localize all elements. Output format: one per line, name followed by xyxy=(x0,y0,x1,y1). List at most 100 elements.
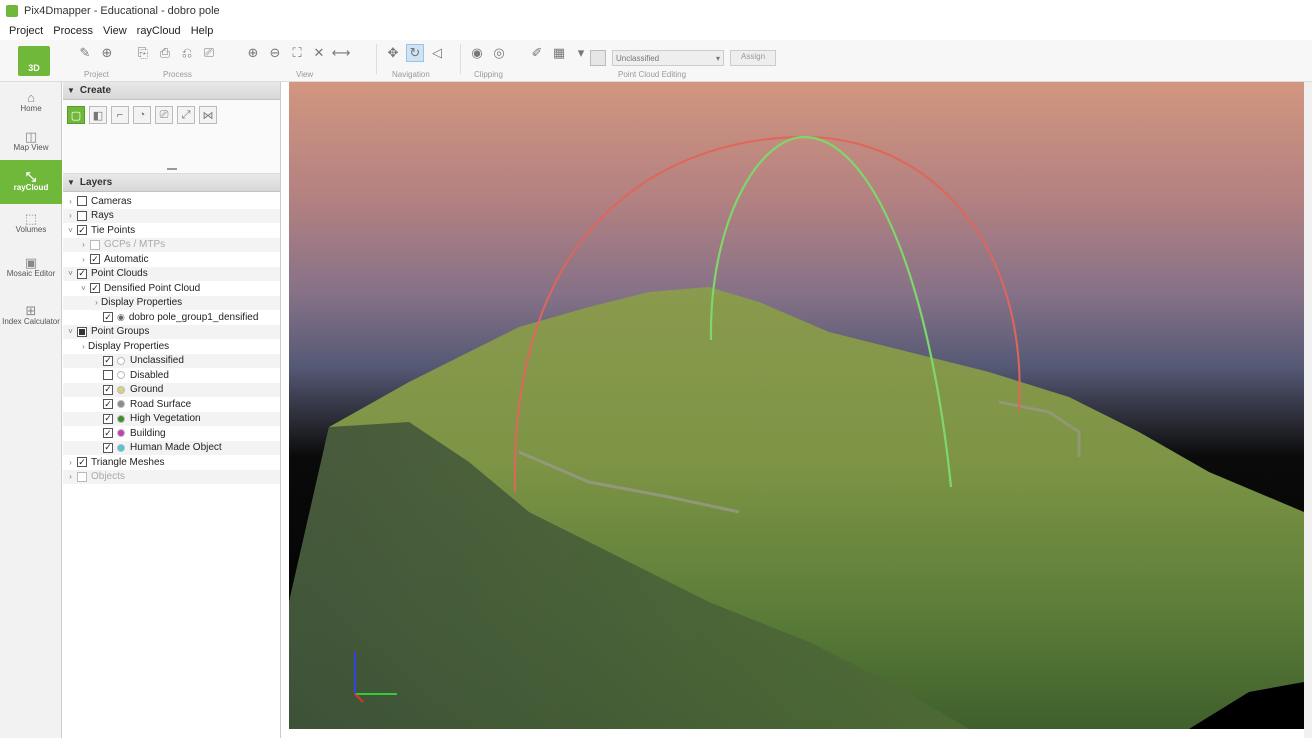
layer-checkbox[interactable]: ✓ xyxy=(103,442,113,453)
layer-checkbox[interactable]: ✓ xyxy=(77,268,87,279)
new-measure-icon[interactable]: ⤢ xyxy=(177,106,195,124)
process-step2-icon[interactable]: ⎙ xyxy=(159,45,171,60)
nav-home[interactable]: ⌂ Home xyxy=(0,82,62,124)
menu-process[interactable]: Process xyxy=(53,25,93,37)
layer-row[interactable]: › Display Properties xyxy=(63,339,280,354)
menu-help[interactable]: Help xyxy=(190,25,214,37)
layer-checkbox[interactable] xyxy=(77,210,87,221)
layer-row[interactable]: ✓ Building xyxy=(63,426,280,441)
chevron-right-icon[interactable]: › xyxy=(82,240,85,250)
edit-brush-icon[interactable]: ✐ xyxy=(531,45,543,60)
layer-row[interactable]: ✓ Unclassified xyxy=(63,353,280,368)
new-scale-icon[interactable]: ⋈ xyxy=(199,106,217,124)
edit-select-icon[interactable]: ▦ xyxy=(552,45,566,60)
layer-checkbox[interactable]: ✓ xyxy=(90,282,100,294)
zoom-extents-icon[interactable]: ⛶ xyxy=(292,45,302,60)
nav-volumes[interactable]: ⬚ Volumes xyxy=(0,204,62,244)
menu-raycloud[interactable]: rayCloud xyxy=(136,25,181,37)
layer-row[interactable]: ˅ ✓ Point Clouds xyxy=(63,266,280,281)
create-panel: ▢ ◧ ⌐ ◔ ⎚ ⤢ ⋈ xyxy=(63,100,280,174)
new-volume-icon[interactable]: ◔ xyxy=(133,106,151,124)
chevron-right-icon[interactable]: › xyxy=(82,341,85,351)
new-polyline-icon[interactable]: ⌐ xyxy=(111,106,129,124)
new-object-icon[interactable]: ▢ xyxy=(67,106,85,124)
layer-row[interactable]: › Cameras xyxy=(63,194,280,209)
layer-row[interactable]: Disabled xyxy=(63,368,280,383)
layer-checkbox[interactable]: ✓ xyxy=(103,398,113,410)
layer-row[interactable]: › Objects xyxy=(63,469,280,484)
layer-checkbox[interactable] xyxy=(103,370,113,381)
chevron-right-icon[interactable]: › xyxy=(82,254,85,264)
process-step1-icon[interactable]: ⎘ xyxy=(137,45,149,60)
layer-row[interactable]: ✓ Ground xyxy=(63,382,280,397)
align-view-icon[interactable]: ⟷ xyxy=(331,45,351,60)
layer-row[interactable]: ˅ ✓ Tie Points xyxy=(63,223,280,238)
expand-down-icon[interactable]: ˅ xyxy=(68,327,73,337)
layer-checkbox[interactable]: ✓ xyxy=(103,427,113,439)
process-options-icon[interactable]: ⎚ xyxy=(203,45,215,60)
new-flythrough-icon[interactable]: ⎚ xyxy=(155,106,173,124)
layer-checkbox[interactable] xyxy=(90,239,100,250)
layer-checkbox[interactable]: ✓ xyxy=(77,456,87,468)
assign-button[interactable]: Assign xyxy=(730,50,777,66)
app-logo-icon xyxy=(6,5,18,17)
visibility-eye-icon[interactable]: ◉ xyxy=(117,311,125,322)
layer-checkbox[interactable] xyxy=(77,471,87,482)
expand-down-icon[interactable]: ˅ xyxy=(68,269,73,279)
layer-checkbox[interactable]: ✓ xyxy=(103,355,113,366)
layer-row[interactable]: › Rays xyxy=(63,208,280,223)
create-panel-header[interactable]: ▼ Create xyxy=(63,82,280,100)
layer-row[interactable]: › ✓ Automatic xyxy=(63,252,280,267)
class-select[interactable]: Unclassified ▾ xyxy=(612,50,724,66)
layer-checkbox[interactable] xyxy=(77,326,87,337)
first-person-nav-icon[interactable]: ◁ xyxy=(432,45,442,60)
project-properties-icon[interactable]: ✎ xyxy=(79,45,91,60)
clipping-toggle-icon[interactable]: ◎ xyxy=(493,45,505,60)
view-tools: ⊕ ⊖ ⛶ ✕ ⟷ xyxy=(244,44,351,62)
zoom-in-icon[interactable]: ⊕ xyxy=(247,45,259,60)
layers-panel-header[interactable]: ▼ Layers xyxy=(63,174,280,192)
chevron-right-icon[interactable]: › xyxy=(69,472,72,482)
chevron-right-icon[interactable]: › xyxy=(69,196,72,206)
nav-mosaic-editor[interactable]: ▣ Mosaic Editor xyxy=(0,244,62,292)
layer-row[interactable]: ✓ Human Made Object xyxy=(63,440,280,455)
process-step3-icon[interactable]: ⎌ xyxy=(181,45,193,60)
layer-checkbox[interactable]: ✓ xyxy=(103,311,113,323)
layer-row[interactable]: › Display Properties xyxy=(63,295,280,310)
trackball-nav-icon[interactable]: ✥ xyxy=(387,45,399,60)
expand-down-icon[interactable]: ˅ xyxy=(81,283,86,293)
layer-row[interactable]: › ✓ Triangle Meshes xyxy=(63,455,280,470)
layer-checkbox[interactable]: ✓ xyxy=(77,224,87,236)
gcp-manager-icon[interactable]: ⊕ xyxy=(101,45,113,60)
layer-checkbox[interactable]: ✓ xyxy=(103,384,113,395)
layer-checkbox[interactable]: ✓ xyxy=(103,413,113,424)
orbit-nav-icon[interactable]: ↻ xyxy=(406,44,424,62)
layer-row[interactable]: ˅ ✓ Densified Point Cloud xyxy=(63,281,280,296)
expand-down-icon[interactable]: ˅ xyxy=(68,225,73,235)
vertical-scrollbar[interactable] xyxy=(1304,82,1312,738)
layer-row[interactable]: ˅ Point Groups xyxy=(63,324,280,339)
chevron-right-icon[interactable]: › xyxy=(69,211,72,221)
nav-map-view[interactable]: ◫ Map View xyxy=(0,124,62,160)
layer-row[interactable]: ✓ ◉ dobro pole_group1_densified xyxy=(63,310,280,325)
3d-viewport[interactable] xyxy=(289,82,1304,729)
layer-checkbox[interactable] xyxy=(77,196,87,207)
chevron-right-icon[interactable]: › xyxy=(69,457,72,467)
clipping-box-icon[interactable]: ◉ xyxy=(471,45,483,60)
chevron-down-icon[interactable]: ▾ xyxy=(577,45,585,60)
3d-view-button[interactable]: 3D xyxy=(18,46,50,76)
menu-project[interactable]: Project xyxy=(9,25,44,37)
nav-index-calculator[interactable]: ⊞ Index Calculator xyxy=(0,292,62,340)
zoom-out-icon[interactable]: ⊖ xyxy=(269,45,281,60)
nav-raycloud[interactable]: ⤡ rayCloud xyxy=(0,160,62,204)
class-color-swatch[interactable] xyxy=(590,50,606,66)
layer-row[interactable]: ✓ High Vegetation xyxy=(63,411,280,426)
layer-checkbox[interactable]: ✓ xyxy=(90,253,100,265)
layer-row[interactable]: › GCPs / MTPs xyxy=(63,237,280,252)
panel-splitter[interactable] xyxy=(167,168,177,170)
layer-row[interactable]: ✓ Road Surface xyxy=(63,397,280,412)
fit-view-icon[interactable]: ✕ xyxy=(313,45,325,60)
new-surface-icon[interactable]: ◧ xyxy=(89,106,107,124)
chevron-right-icon[interactable]: › xyxy=(95,298,98,308)
menu-view[interactable]: View xyxy=(103,25,127,37)
